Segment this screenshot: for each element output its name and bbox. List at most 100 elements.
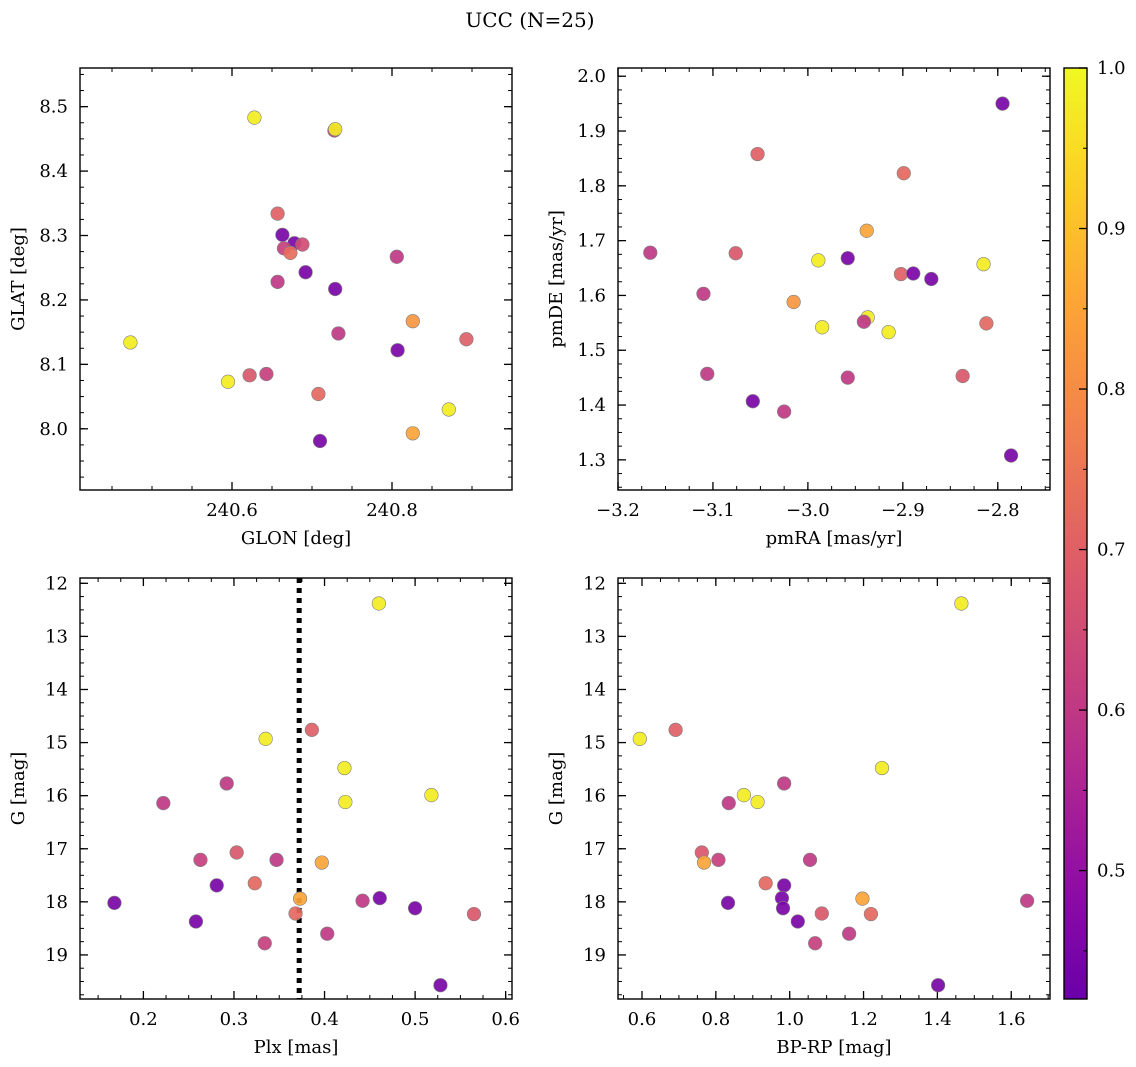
scatter-panel-3: 0.2 0.3 0.4 0.5 0.6 12 13 14 15 16 17 18 19 Plx [mas]…: [8, 573, 520, 1058]
y-axis-label: G [mag]: [546, 752, 567, 825]
x-axis-label: BP-RP [mag]: [776, 1037, 891, 1058]
data-point: [123, 335, 138, 350]
data-point: [193, 852, 208, 868]
data-point: [466, 906, 482, 922]
data-point: [995, 96, 1010, 111]
data-point: [257, 936, 272, 951]
data-point: [337, 760, 352, 776]
y-tick-label: 1.6: [577, 285, 606, 306]
y-tick-label: 17: [583, 839, 606, 860]
data-point: [328, 122, 343, 137]
x-axis-label: pmRA [mas/yr]: [766, 528, 903, 549]
x-tick-label: 1.4: [923, 1009, 952, 1030]
data-point: [863, 906, 879, 922]
y-tick-label: 14: [45, 679, 68, 700]
y-tick-label: 2.0: [577, 66, 606, 87]
y-tick-label: 12: [583, 573, 606, 594]
y-tick-label: 13: [45, 626, 68, 647]
data-point: [1003, 448, 1019, 463]
data-point: [247, 876, 262, 891]
x-tick-label: 0.3: [220, 1009, 249, 1030]
data-point: [320, 926, 335, 941]
x-tick-label: 240.6: [206, 500, 258, 521]
data-point: [808, 936, 823, 951]
y-tick-label: 8.4: [39, 161, 68, 182]
colorbar-tick-label: 0.8: [1097, 379, 1126, 400]
data-point: [840, 251, 855, 266]
y-tick-label: 8.5: [39, 97, 68, 118]
x-tick-label: 0.5: [401, 1009, 430, 1030]
y-tick-label: 1.8: [577, 176, 606, 197]
data-point: [931, 978, 946, 993]
y-tick-label: 14: [583, 679, 606, 700]
data-point: [976, 257, 991, 272]
x-tick-label: 240.8: [366, 500, 418, 521]
data-point: [292, 891, 308, 906]
data-point: [258, 731, 273, 746]
x-tick-label: −3.0: [786, 500, 830, 521]
y-tick-label: 8.3: [39, 226, 68, 247]
data-point: [338, 794, 353, 810]
y-tick-label: 18: [583, 892, 606, 913]
x-tick-label: 0.8: [702, 1009, 731, 1030]
y-tick-label: 8.0: [39, 419, 68, 440]
y-tick-label: 1.9: [577, 121, 606, 142]
data-point: [711, 852, 726, 868]
y-tick-label: 16: [583, 786, 606, 807]
colorbar: 0.5 0.6 0.7 0.8 0.9 1.0: [1063, 58, 1126, 1000]
data-point: [700, 366, 715, 381]
data-point: [229, 845, 244, 860]
data-point: [728, 246, 743, 261]
data-point: [893, 266, 909, 282]
data-point: [643, 245, 658, 260]
colorbar-tick-label: 1.0: [1097, 58, 1126, 79]
data-point: [1020, 893, 1035, 908]
x-tick-label: 0.4: [310, 1009, 339, 1030]
data-point: [777, 776, 792, 791]
data-point: [954, 596, 969, 611]
minor-ticks: [617, 68, 1050, 490]
data-point: [389, 249, 404, 264]
data-point: [355, 893, 370, 908]
data-point: [311, 386, 326, 402]
data-point: [209, 878, 224, 893]
x-tick-label: −3.1: [691, 500, 735, 521]
data-point: [441, 402, 456, 417]
data-point: [269, 852, 284, 868]
colorbar-tick-label: 0.5: [1097, 861, 1126, 882]
x-tick-label: 0.6: [491, 1009, 520, 1030]
y-tick-label: 1.3: [577, 450, 606, 471]
data-point: [856, 314, 872, 329]
x-tick-label: −3.2: [596, 500, 640, 521]
y-tick-label: 19: [45, 945, 68, 966]
colorbar-gradient: [1064, 68, 1087, 999]
data-point: [405, 314, 420, 329]
data-point: [924, 271, 939, 287]
colorbar-tick-label: 0.6: [1097, 700, 1126, 721]
data-point: [802, 852, 818, 868]
data-point: [372, 891, 387, 906]
x-axis-label: GLON [deg]: [241, 528, 351, 549]
x-tick-label: 1.0: [775, 1009, 804, 1030]
y-tick-label: 15: [583, 733, 606, 754]
colorbar-tick-label: 0.7: [1097, 540, 1126, 561]
minor-ticks: [618, 578, 1050, 999]
data-point: [188, 914, 204, 929]
data-point: [459, 332, 474, 347]
data-point: [433, 978, 448, 993]
data-point: [815, 320, 830, 335]
data-point: [242, 368, 257, 383]
y-tick-label: 17: [45, 839, 68, 860]
data-point: [750, 794, 765, 810]
data-point: [842, 926, 857, 941]
data-point: [407, 901, 423, 916]
data-point: [811, 253, 826, 268]
data-point: [814, 906, 829, 921]
data-point: [979, 316, 994, 331]
axes-frame: [79, 577, 513, 1000]
y-axis-label: GLAT [deg]: [8, 227, 29, 331]
x-tick-label: 1.6: [997, 1009, 1026, 1030]
axes-frame: [617, 577, 1051, 1000]
data-point: [156, 795, 171, 811]
data-point: [790, 914, 805, 929]
